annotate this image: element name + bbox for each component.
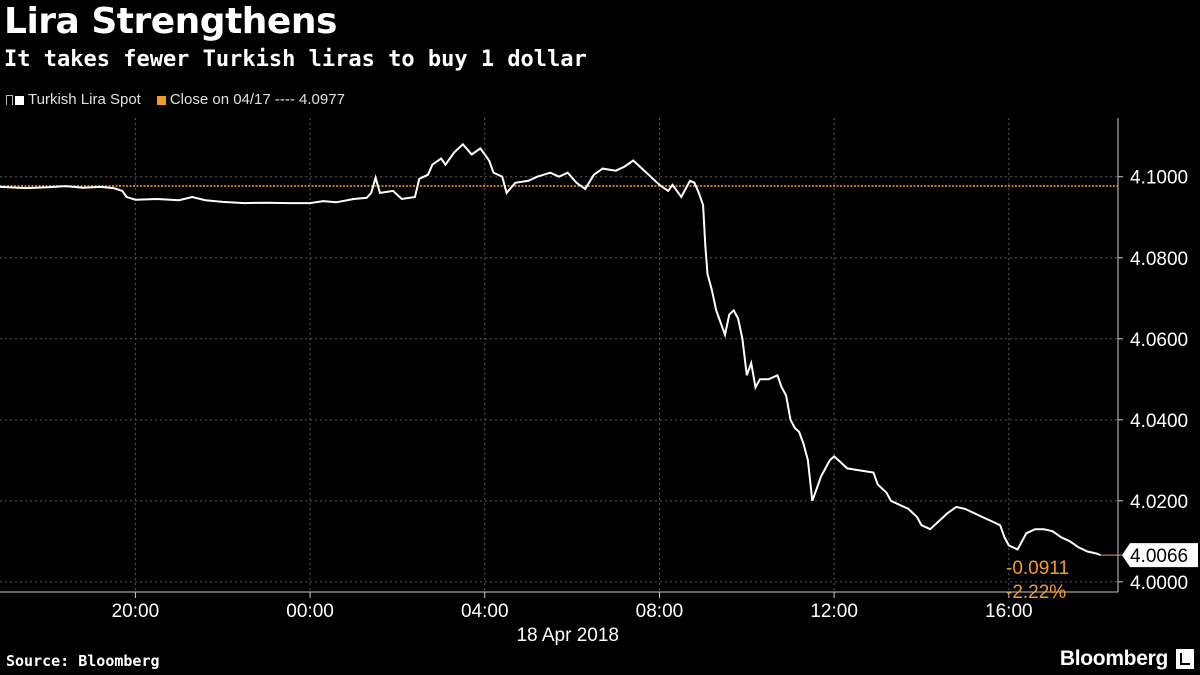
source-note: Source: Bloomberg <box>6 652 160 670</box>
y-tick-label: 4.0000 <box>1130 573 1188 594</box>
x-tick-label: 16:00 <box>985 601 1033 622</box>
change-pct-annotation: -2.22% <box>1006 582 1066 603</box>
bloomberg-terminal-icon <box>1176 649 1194 669</box>
close-reference-line <box>0 185 1122 556</box>
change-annotation: -0.0911 <box>1006 558 1069 579</box>
legend-toggle-icon <box>6 95 13 105</box>
grid-lines <box>0 118 1118 592</box>
series-line <box>0 142 1101 557</box>
legend-item-close[interactable]: Close on 04/17 ---- 4.0977 <box>156 90 345 110</box>
y-tick-label: 4.0800 <box>1130 249 1188 270</box>
y-tick-label: 4.0600 <box>1130 330 1188 351</box>
x-date-label: 18 Apr 2018 <box>516 625 618 646</box>
chart-legend: Turkish Lira Spot Close on 04/17 ---- 4.… <box>6 90 361 110</box>
x-tick-label: 00:00 <box>286 601 334 622</box>
brand-logo-text: Bloomberg <box>1059 647 1168 670</box>
chart-subtitle: It takes fewer Turkish liras to buy 1 do… <box>4 47 587 72</box>
y-tick-label: 4.1000 <box>1130 168 1188 189</box>
legend-label-close: Close on 04/17 ---- 4.0977 <box>169 91 345 108</box>
x-tick-label: 08:00 <box>636 601 684 622</box>
series-lira-spot <box>0 142 1101 557</box>
x-tick-label: 20:00 <box>112 601 160 622</box>
last-value-tag <box>1122 543 1198 568</box>
x-tick-label: 04:00 <box>461 601 509 622</box>
chart-title: Lira Strengthens <box>4 1 337 42</box>
legend-item-lira-spot[interactable]: Turkish Lira Spot <box>6 90 141 110</box>
last-value-label: 4.0066 <box>1130 546 1188 567</box>
legend-swatch-orange <box>156 95 166 105</box>
legend-swatch-white <box>15 95 24 105</box>
legend-label-lira-spot: Turkish Lira Spot <box>28 91 141 108</box>
axes <box>0 118 1123 598</box>
y-tick-label: 4.0400 <box>1130 411 1188 432</box>
y-tick-label: 4.0200 <box>1130 492 1188 513</box>
x-tick-label: 12:00 <box>810 601 858 622</box>
axis-labels: 4.0000 4.0200 4.0400 4.0600 4.0800 4.1000 20:0… <box>112 168 1198 646</box>
